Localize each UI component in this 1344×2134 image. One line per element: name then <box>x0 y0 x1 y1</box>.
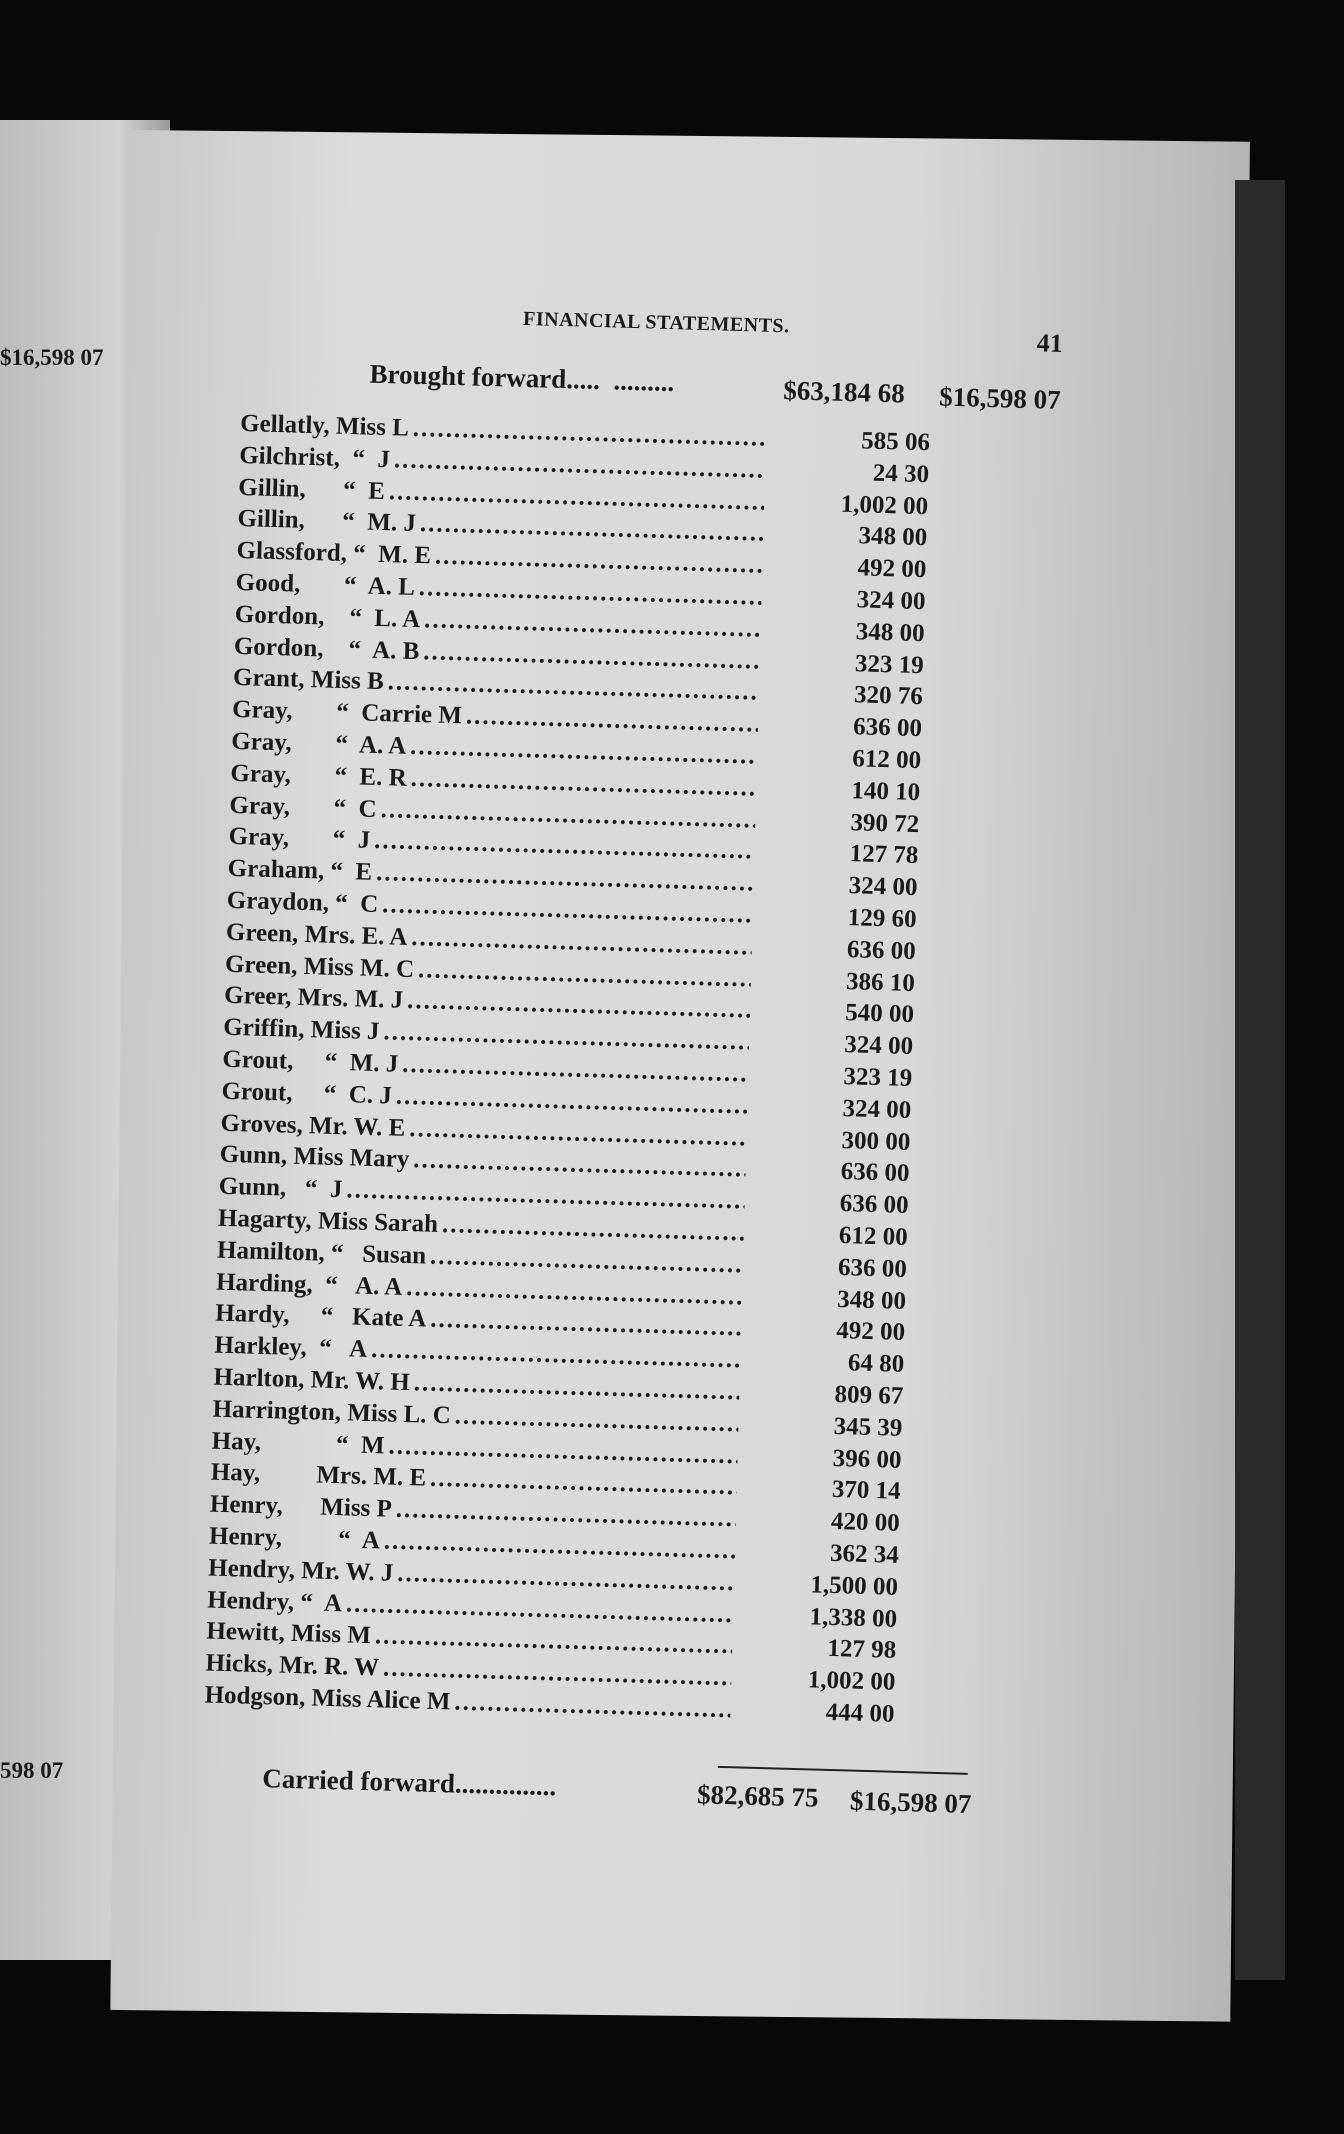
carried-forward-col2: $16,598 07 <box>849 1785 972 1819</box>
entry-name: Harding, “ A. A <box>215 1268 403 1301</box>
entry-name: Hewitt, Miss M <box>206 1617 372 1650</box>
carried-forward-col1: $82,685 75 <box>696 1779 819 1813</box>
entry-name: Greer, Mrs. M. J <box>223 982 404 1015</box>
entry-amount: 345 39 <box>833 1412 903 1442</box>
entry-amount: 1,002 00 <box>807 1666 896 1696</box>
entry-name: Gellatly, Miss L <box>239 410 410 442</box>
total-rule <box>717 1765 968 1775</box>
brought-forward-col1: $63,184 68 <box>782 375 906 409</box>
entry-amount: 612 00 <box>851 745 922 775</box>
entry-amount: 348 00 <box>855 618 925 647</box>
entry-name: Gordon, “ A. B <box>233 632 420 665</box>
entry-name: Henry, “ A <box>208 1522 381 1555</box>
entry-amount: 323 19 <box>854 649 925 679</box>
entry-name: Hagarty, Miss Sarah <box>217 1204 439 1238</box>
entry-amount: 492 00 <box>857 554 927 584</box>
entry-amount: 64 80 <box>847 1349 905 1379</box>
entry-amount: 324 00 <box>843 1031 914 1061</box>
entry-amount: 636 00 <box>839 1190 909 1220</box>
entry-name: Graydon, “ C <box>226 886 379 919</box>
entry-name: Groves, Mr. W. E <box>220 1109 406 1142</box>
entries-list: Gellatly, Miss L........................… <box>12 0 1344 1728</box>
entry-amount: 420 00 <box>830 1508 901 1538</box>
carried-forward-label: Carried forward............... <box>261 1763 557 1802</box>
entry-name: Gray, “ A. A <box>230 727 407 760</box>
entry-amount: 396 00 <box>832 1444 902 1474</box>
entry-amount: 324 00 <box>856 586 926 616</box>
entry-name: Gray, “ Carrie M <box>231 696 463 730</box>
entry-name: Grant, Miss B <box>232 664 385 696</box>
entry-amount: 492 00 <box>835 1317 906 1347</box>
entry-name: Hodgson, Miss Alice M <box>204 1681 451 1716</box>
page-header: FINANCIAL STATEMENTS. <box>522 307 790 338</box>
entry-amount: 370 14 <box>831 1476 901 1506</box>
entry-amount: 809 67 <box>834 1380 904 1410</box>
entry-amount: 1,002 00 <box>840 490 929 520</box>
entry-amount: 127 78 <box>849 840 919 870</box>
entry-amount: 300 00 <box>841 1126 911 1156</box>
entry-name: Green, Miss M. C <box>224 950 415 983</box>
entry-name: Hay, Mrs. M. E <box>210 1458 427 1492</box>
entry-name: Grout, “ C. J <box>221 1077 393 1110</box>
entry-name: Hardy, “ Kate A <box>214 1300 427 1333</box>
entry-name: Green, Mrs. E. A <box>225 918 408 951</box>
entry-name: Graham, “ E <box>227 855 373 887</box>
entry-amount: 636 00 <box>837 1253 908 1283</box>
entry-name: Hendry, Mr. W. J <box>207 1554 394 1587</box>
entry-name: Hay, “ M <box>211 1427 385 1460</box>
entry-amount: 324 00 <box>842 1094 912 1124</box>
entry-amount: 348 00 <box>836 1285 907 1315</box>
entry-name: Hamilton, “ Susan <box>216 1236 427 1270</box>
entry-amount: 127 98 <box>827 1635 897 1665</box>
entry-name: Gray, “ E. R <box>230 759 408 792</box>
entry-amount: 444 00 <box>825 1698 895 1728</box>
entry-name: Gillin, “ E <box>238 473 386 505</box>
entry-name: Hicks, Mr. R. W <box>205 1649 380 1682</box>
entry-amount: 612 00 <box>838 1222 909 1251</box>
dot-leader: ........................................… <box>412 414 767 453</box>
entry-name: Harrington, Miss L. C <box>212 1395 452 1430</box>
entry-name: Griffin, Miss J <box>222 1013 380 1046</box>
page-number: 41 <box>1036 328 1064 358</box>
entry-name: Glassford, “ M. E <box>236 537 432 570</box>
entry-amount: 540 00 <box>844 999 915 1029</box>
brought-forward-col2: $16,598 07 <box>938 381 1062 415</box>
entry-amount: 320 76 <box>853 681 924 711</box>
left-page-top-total: $16,598 07 <box>0 345 104 370</box>
entry-amount: 348 00 <box>858 522 928 552</box>
entry-name: Gunn, Miss Mary <box>219 1141 410 1174</box>
entry-amount: 386 10 <box>845 967 916 997</box>
entry-name: Harkley, “ A <box>214 1331 368 1364</box>
entry-name: Gordon, “ L. A <box>234 600 421 633</box>
page-edge <box>1235 180 1285 1980</box>
entry-name: Harlton, Mr. W. H <box>213 1363 411 1397</box>
left-page-bottom-total: 598 07 <box>0 1758 64 1783</box>
entry-amount: 636 00 <box>840 1158 910 1188</box>
entry-amount: 636 00 <box>846 935 917 965</box>
entry-name: Hendry, “ A <box>206 1586 343 1617</box>
entry-name: Gray, “ J <box>228 823 371 855</box>
entry-name: Gray, “ C <box>229 791 378 823</box>
entry-amount: 24 30 <box>872 459 930 489</box>
entry-name: Grout, “ M. J <box>222 1045 399 1078</box>
entry-amount: 140 10 <box>851 777 921 806</box>
entry-amount: 129 60 <box>847 904 917 934</box>
entry-name: Henry, Miss P <box>209 1490 393 1523</box>
entry-amount: 390 72 <box>850 808 920 838</box>
entry-amount: 324 00 <box>848 872 918 902</box>
entry-amount: 323 19 <box>843 1063 913 1093</box>
entry-amount: 1,500 00 <box>810 1571 899 1601</box>
entry-name: Gunn, “ J <box>218 1172 343 1204</box>
entry-amount: 362 34 <box>829 1539 900 1569</box>
brought-forward-label: Brought forward..... ......... <box>369 358 675 398</box>
entry-amount: 1,338 00 <box>809 1602 898 1633</box>
entry-name: Gilchrist, “ J <box>238 441 391 473</box>
entry-name: Good, “ A. L <box>235 568 416 601</box>
entry-name: Gillin, “ M. J <box>237 505 417 538</box>
entry-amount: 585 06 <box>860 427 931 457</box>
entry-amount: 636 00 <box>852 713 923 743</box>
